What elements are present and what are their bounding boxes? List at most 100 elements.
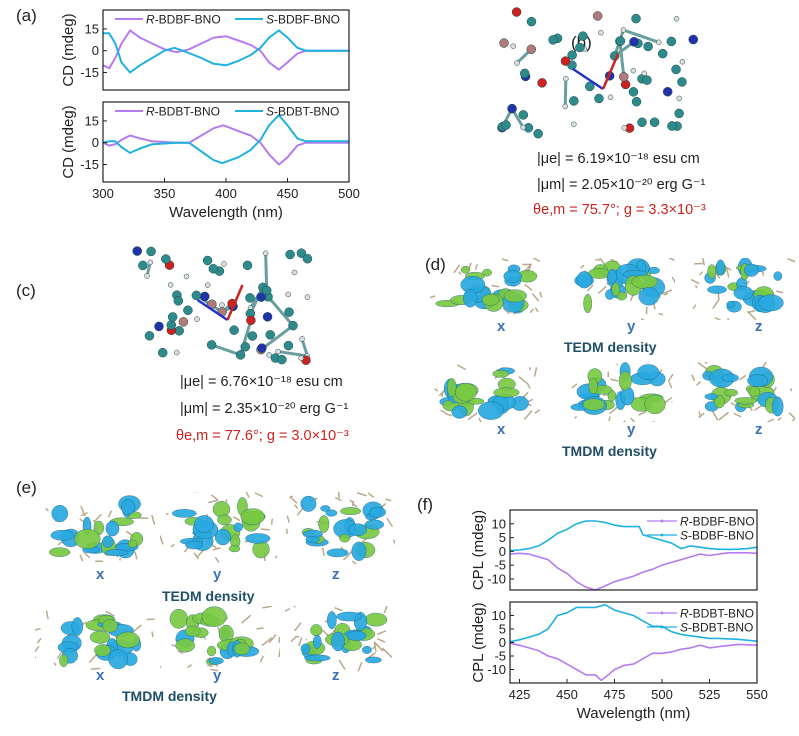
bond	[298, 637, 303, 647]
bond	[270, 518, 274, 525]
atom	[147, 259, 154, 266]
axis-label-d-x2: x	[497, 421, 506, 438]
bond	[278, 647, 280, 658]
atom	[563, 75, 569, 82]
bond	[711, 410, 719, 421]
orbital-lobe	[733, 286, 754, 300]
x-axis-label: Wavelength (nm)	[577, 705, 691, 722]
orbital-lobe	[743, 263, 759, 277]
y-tick-label: -10	[487, 571, 506, 586]
bond	[726, 317, 730, 320]
orbital-lobe	[724, 388, 738, 397]
tmdm-density-d: TMDM density	[562, 443, 657, 459]
bond	[211, 494, 219, 502]
bond	[274, 555, 278, 559]
atom	[174, 349, 180, 356]
bond	[82, 551, 91, 559]
bond	[663, 292, 669, 296]
axis-label-e-z2: z	[332, 667, 340, 684]
atom	[671, 64, 681, 75]
bond	[430, 295, 436, 299]
y-tick-label: 15	[85, 21, 99, 36]
bond	[658, 312, 664, 316]
bond	[761, 271, 765, 276]
atom	[575, 42, 585, 53]
atom	[138, 260, 148, 271]
bond	[193, 552, 199, 560]
bond	[376, 638, 386, 643]
orbital-lobe	[185, 540, 203, 550]
atom	[157, 347, 168, 358]
bond	[241, 614, 252, 624]
bond	[638, 410, 648, 416]
axis-label-d-y2: y	[627, 421, 636, 438]
bond	[293, 622, 302, 632]
orbital-lobe	[89, 630, 111, 644]
bond	[35, 645, 40, 653]
atom	[674, 108, 684, 119]
orbital-lobe	[212, 501, 231, 518]
bond	[630, 417, 636, 422]
series-line-R-BDBT-BNO	[509, 642, 758, 682]
orbital-lobe	[368, 506, 386, 518]
bond	[622, 420, 626, 422]
axis-label-d-z2: z	[755, 421, 763, 438]
atom	[266, 352, 272, 358]
legend-marker	[660, 533, 664, 537]
orbital-lobe	[482, 268, 492, 277]
orbital-lobe	[648, 266, 660, 274]
bond	[268, 634, 277, 644]
atom	[631, 96, 642, 107]
atom	[657, 48, 668, 59]
orbital-lobe	[607, 268, 618, 285]
orbital-lobe	[582, 398, 605, 411]
legend-entry-R-BDBF-BNO: R-BDBF-BNO	[146, 13, 221, 27]
atom	[296, 248, 307, 258]
axis-label-e-y2: y	[213, 667, 222, 684]
orbital-lobe	[451, 405, 468, 419]
bond	[392, 539, 395, 546]
atom	[183, 305, 193, 316]
orbital-lobe	[208, 657, 224, 665]
bond	[151, 631, 154, 638]
bond	[210, 668, 219, 672]
orbital-lobe	[48, 547, 71, 557]
bond	[260, 528, 270, 531]
orbital-lobe	[726, 300, 736, 308]
atom	[662, 86, 673, 97]
atom	[240, 342, 251, 352]
atom	[304, 294, 311, 300]
bond	[356, 492, 367, 497]
bond	[501, 258, 509, 262]
x-tick-label: 425	[509, 687, 531, 702]
orbital-lobe	[217, 514, 232, 526]
x-tick-label: 475	[604, 687, 626, 702]
orbital-lobe	[94, 644, 111, 657]
x-tick-label: 500	[651, 687, 673, 702]
orbital-lobe	[631, 274, 658, 289]
bond	[441, 391, 444, 398]
orbital-e-tmdm-y	[160, 606, 280, 672]
atom	[510, 43, 517, 49]
bond	[264, 253, 269, 291]
bond	[131, 624, 142, 633]
bond	[690, 278, 700, 285]
x-tick-label: 300	[92, 186, 114, 201]
axis-label-d-x1: x	[497, 318, 506, 335]
atom	[284, 307, 294, 317]
atom	[594, 93, 604, 104]
bond	[90, 667, 101, 670]
bond	[777, 416, 782, 422]
orbital-e-tedm-x	[45, 495, 155, 563]
orbital-e-tedm-y	[160, 492, 278, 563]
bond	[208, 499, 218, 504]
bond	[730, 402, 736, 406]
y-axis-label: CD (mdeg)	[60, 13, 77, 86]
panel-label-e: (e)	[16, 478, 37, 497]
bond	[434, 388, 439, 392]
bond	[453, 264, 461, 274]
legend-entry-R-BDBF-BNO: R-BDBF-BNO	[680, 515, 755, 529]
atom	[567, 50, 577, 60]
orbital-lobe	[611, 282, 621, 297]
